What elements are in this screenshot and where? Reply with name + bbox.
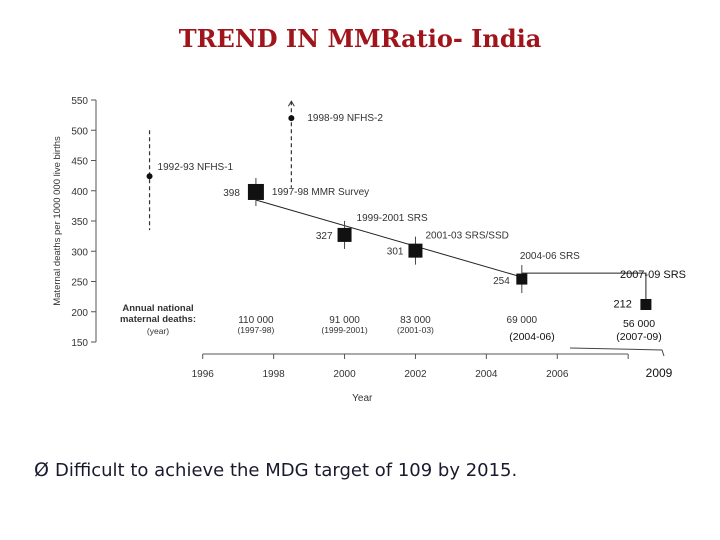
y-tick-label: 250: [71, 278, 88, 289]
y-tick-label: 350: [71, 217, 88, 228]
annual-deaths-value: 69 000: [507, 315, 538, 326]
annual-deaths-period: (2004-06): [509, 331, 555, 343]
trend-connector-line: [521, 272, 647, 300]
srs-value-label: 301: [387, 247, 404, 258]
range-arrow-icon: [287, 100, 295, 107]
annual-deaths-heading: (year): [147, 326, 169, 336]
annual-deaths-value: 83 000: [400, 315, 431, 326]
annual-deaths-heading: Annual national: [122, 303, 193, 314]
x-tick-label: 1998: [263, 369, 286, 380]
y-tick-label: 450: [71, 157, 88, 168]
survey-point-label: 1998-99 NFHS-2: [307, 113, 383, 124]
survey-point-label: 1992-93 NFHS-1: [158, 162, 234, 173]
annual-deaths-value: 91 000: [329, 315, 360, 326]
annual-deaths-period: (2007-09): [616, 331, 662, 343]
bullet-point: Ø Difficult to achieve the MDG target of …: [34, 459, 517, 481]
srs-name-label: 2007-09 SRS: [620, 269, 686, 281]
x-tick-label: 2009: [646, 366, 673, 380]
y-tick-label: 200: [71, 308, 88, 319]
x-tick-label: 2002: [404, 369, 427, 380]
annual-deaths-period: (1997-98): [237, 325, 274, 335]
y-tick-label: 150: [71, 338, 88, 349]
y-axis-label: Maternal deaths per 1000 000 live births: [52, 136, 63, 306]
bullet-text: Difficult to achieve the MDG target of 1…: [54, 460, 518, 481]
y-tick-label: 300: [71, 247, 88, 258]
annual-deaths-heading: maternal deaths:: [120, 314, 196, 325]
x-tick-label: 2006: [546, 369, 569, 380]
trend-line: [255, 199, 522, 278]
srs-value-label: 212: [614, 298, 632, 310]
survey-point: [288, 115, 295, 122]
srs-name-label: 1999-2001 SRS: [357, 213, 428, 224]
annual-deaths-value: 56 000: [623, 318, 655, 330]
arrow-bullet-icon: Ø: [34, 459, 49, 481]
srs-point: [247, 183, 264, 200]
x-axis-label: Year: [352, 393, 373, 404]
srs-point: [516, 273, 528, 285]
srs-value-label: 254: [493, 276, 510, 287]
srs-value-label: 398: [223, 188, 240, 199]
y-tick-label: 550: [71, 96, 88, 107]
srs-value-label: 327: [316, 231, 333, 242]
survey-point: [146, 173, 153, 180]
annual-deaths-period: (2001-03): [397, 325, 434, 335]
y-tick-label: 400: [71, 187, 88, 198]
srs-name-label: 1997-98 MMR Survey: [272, 187, 369, 198]
srs-point: [337, 227, 352, 242]
srs-point: [640, 298, 652, 310]
srs-point: [408, 243, 423, 258]
annual-deaths-value: 110 000: [238, 315, 274, 326]
y-tick-label: 500: [71, 126, 88, 137]
srs-name-label: 2004-06 SRS: [520, 251, 580, 262]
annual-deaths-period: (1999-2001): [321, 325, 367, 335]
x-tick-label: 1996: [192, 369, 215, 380]
slide-title: TREND IN MMRatio- India: [178, 24, 542, 53]
srs-name-label: 2001-03 SRS/SSD: [425, 231, 508, 242]
x-tick-label: 2004: [475, 369, 498, 380]
x-tick-label: 2000: [333, 369, 356, 380]
annual-deaths-bracket: [569, 347, 665, 357]
